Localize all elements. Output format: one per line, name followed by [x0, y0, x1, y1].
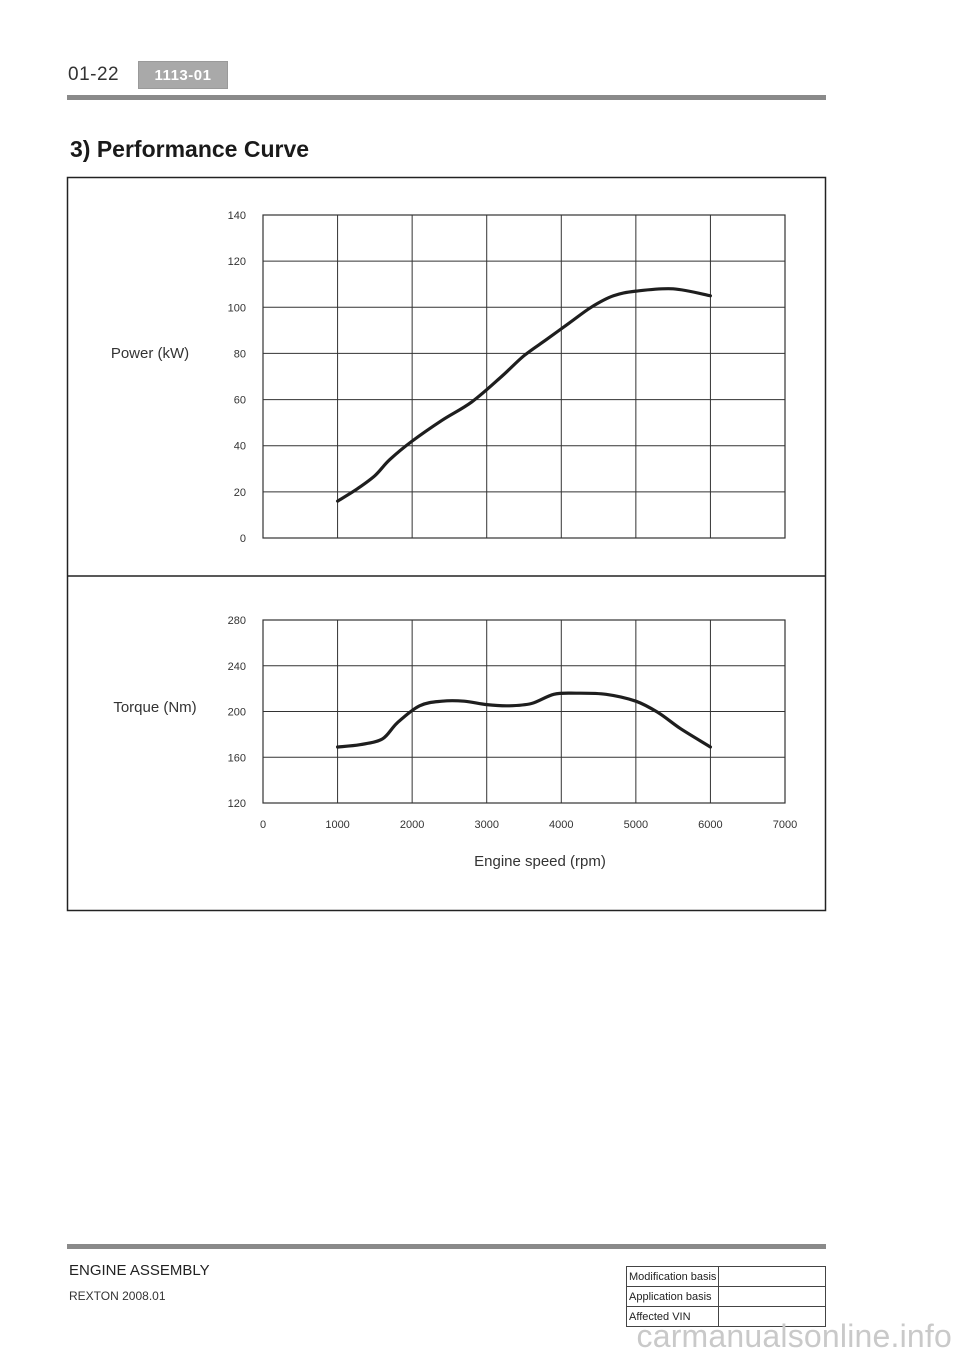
y-tick-label: 200 [228, 707, 246, 719]
x-tick-label: 0 [260, 819, 266, 831]
y-tick-label: 280 [228, 615, 246, 627]
engine-speed-axis: 0 1000 2000 3000 4000 5000 6000 7000 [260, 819, 797, 831]
x-tick-label: 3000 [474, 819, 498, 831]
y-tick-label: 140 [228, 210, 246, 222]
page-number: 01-22 [68, 64, 120, 85]
y-tick-label: 100 [228, 302, 246, 314]
header-rule [67, 95, 826, 100]
engine-speed-axis-label: Engine speed (rpm) [474, 853, 606, 870]
x-tick-label: 7000 [773, 819, 797, 831]
modification-basis-label: Modification basis [625, 1266, 720, 1287]
section-heading: 3) Performance Curve [70, 136, 310, 162]
affected-vin-row: Affected VIN [625, 1306, 826, 1327]
application-basis-label: Application basis [625, 1286, 720, 1307]
figure-frame [66, 176, 827, 912]
series-line [336, 287, 712, 503]
application-basis-value [718, 1286, 826, 1307]
y-tick-label: 80 [234, 348, 246, 360]
series-line [336, 691, 712, 749]
affected-vin-value [718, 1306, 826, 1327]
y-tick-label: 0 [240, 533, 246, 545]
y-tick-label: 60 [234, 395, 246, 407]
y-tick-label: 120 [228, 798, 246, 810]
footer-rule [67, 1244, 826, 1249]
plot-area-frame [262, 619, 786, 804]
watermark: carmanualsonline.info [636, 1318, 952, 1354]
section-code-badge: 1113-01 [138, 61, 228, 89]
affected-vin-label: Affected VIN [625, 1306, 720, 1327]
plot-area-frame [262, 214, 786, 539]
x-tick-label: 2000 [400, 819, 424, 831]
y-tick-label: 120 [228, 256, 246, 268]
y-tick-label: 160 [228, 752, 246, 764]
footer-subtitle: REXTON 2008.01 [69, 1289, 166, 1303]
power-chart: 0 20 40 60 80 100 120 140 [228, 210, 786, 545]
power-axis-label: Power (kW) [111, 345, 189, 362]
y-tick-label: 40 [234, 441, 246, 453]
x-tick-label: 1000 [325, 819, 349, 831]
modification-table: Modification basis Application basis Aff… [625, 1266, 826, 1327]
x-tick-label: 6000 [698, 819, 722, 831]
footer-title: ENGINE ASSEMBLY [69, 1262, 210, 1279]
application-row: Application basis [625, 1286, 826, 1307]
torque-chart: 120 160 200 240 280 [228, 615, 786, 810]
torque-axis-label: Torque (Nm) [113, 699, 196, 716]
modification-basis-value [718, 1266, 826, 1287]
y-tick-label: 20 [234, 487, 246, 499]
x-tick-label: 5000 [624, 819, 648, 831]
modification-row: Modification basis [625, 1266, 826, 1287]
y-tick-label: 240 [228, 661, 246, 673]
x-tick-label: 4000 [549, 819, 573, 831]
